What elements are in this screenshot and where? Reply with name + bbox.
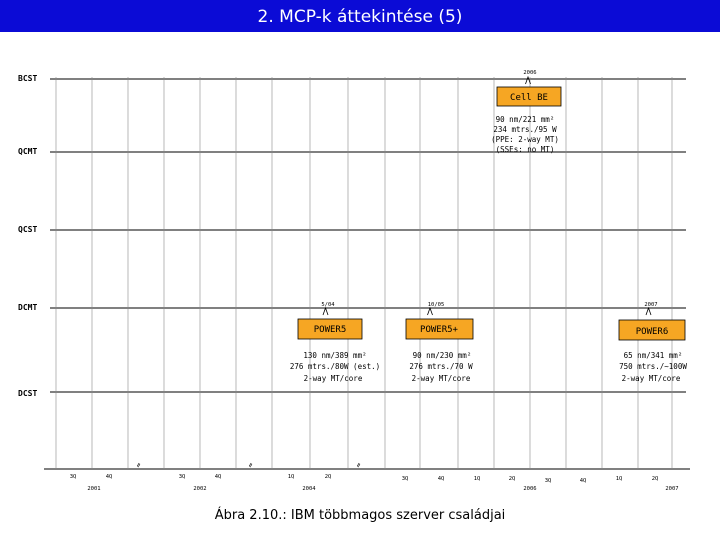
year-label: 2007 bbox=[665, 486, 678, 492]
cell-be-box bbox=[496, 86, 562, 107]
power6-spec-3: 2-way MT/core bbox=[622, 374, 681, 383]
power5plus-spec-1: 90 nm/230 mm² bbox=[413, 351, 472, 360]
row-label-qcst: QCST bbox=[18, 225, 37, 234]
year-label: 2004 bbox=[302, 486, 316, 492]
quarter-label: 4Q bbox=[580, 478, 587, 484]
power6-marker bbox=[645, 306, 652, 316]
quarter-gridlines bbox=[55, 77, 673, 469]
cell-be-spec-2: 234 mtrs./95 W bbox=[493, 125, 557, 134]
cell-be-spec-1: 90 nm/221 mm² bbox=[496, 115, 555, 124]
cell-be-name: Cell BE bbox=[510, 93, 548, 103]
slide-title: 2. MCP-k áttekintése (5) bbox=[0, 0, 720, 32]
power6-spec-1: 65 nm/341 mm² bbox=[624, 351, 683, 360]
quarter-label: 4Q bbox=[215, 474, 222, 480]
year-label: 2006 bbox=[523, 486, 536, 492]
quarter-label: 4Q bbox=[106, 474, 113, 480]
year-label: 2001 bbox=[87, 486, 100, 492]
power5-spec-3: 2-way MT/core bbox=[304, 374, 363, 383]
row-label-qcmt: QCMT bbox=[18, 147, 37, 156]
axis-break-mark-3: ≈ bbox=[353, 461, 363, 469]
power5-name: POWER5 bbox=[314, 325, 347, 335]
quarter-label: 1Q bbox=[474, 476, 481, 482]
power5-date: 5/04 bbox=[321, 302, 335, 308]
row-label-dcst: DCST bbox=[18, 389, 37, 398]
quarter-label: 2Q bbox=[652, 476, 659, 482]
cell-be-date: 2006 bbox=[523, 70, 536, 76]
cell-be-spec-3: (PPE: 2-way MT) bbox=[491, 135, 559, 144]
quarter-label: 3Q bbox=[402, 476, 409, 482]
power5-spec-2: 276 mtrs./80W (est.) bbox=[290, 362, 380, 371]
quarter-label: 2Q bbox=[509, 476, 516, 482]
row-label-dcmt: DCMT bbox=[18, 303, 37, 312]
year-label: 2002 bbox=[193, 486, 206, 492]
power5-spec-1: 130 nm/389 mm² bbox=[303, 351, 366, 360]
power6-name: POWER6 bbox=[636, 327, 669, 337]
quarter-label: 2Q bbox=[325, 474, 332, 480]
power5-box bbox=[297, 318, 363, 340]
quarter-label: 1Q bbox=[288, 474, 295, 480]
power5-marker bbox=[322, 306, 329, 316]
power5plus-spec-3: 2-way MT/core bbox=[412, 374, 471, 383]
cell-be-marker bbox=[525, 75, 531, 85]
power5plus-date: 10/05 bbox=[428, 302, 445, 308]
quarter-label: 1Q bbox=[616, 476, 623, 482]
power6-box bbox=[618, 319, 686, 341]
power6-date: 2007 bbox=[644, 302, 657, 308]
mcp-timeline-diagram: BCST QCMT QCST DCMT DCST 2006 Cell BE 90… bbox=[18, 70, 690, 492]
cell-be-spec-4: (SSEs: no MT) bbox=[496, 145, 555, 154]
power5plus-spec-2: 276 mtrs./70 W bbox=[409, 362, 473, 371]
power5plus-marker bbox=[427, 306, 433, 316]
power5plus-box bbox=[405, 318, 474, 340]
quarter-label: 3Q bbox=[545, 478, 552, 484]
quarter-label: 4Q bbox=[438, 476, 445, 482]
row-label-bcst: BCST bbox=[18, 74, 37, 83]
figure-caption: Ábra 2.10.: IBM többmagos szerver család… bbox=[214, 508, 506, 523]
axis-break-mark-1: ≈ bbox=[133, 461, 143, 469]
power5plus-name: POWER5+ bbox=[420, 325, 459, 335]
axis-break-mark-2: ≈ bbox=[245, 461, 255, 469]
power6-spec-2: 750 mtrs./~100W bbox=[619, 362, 687, 371]
quarter-label: 3Q bbox=[70, 474, 77, 480]
quarter-label: 3Q bbox=[179, 474, 186, 480]
